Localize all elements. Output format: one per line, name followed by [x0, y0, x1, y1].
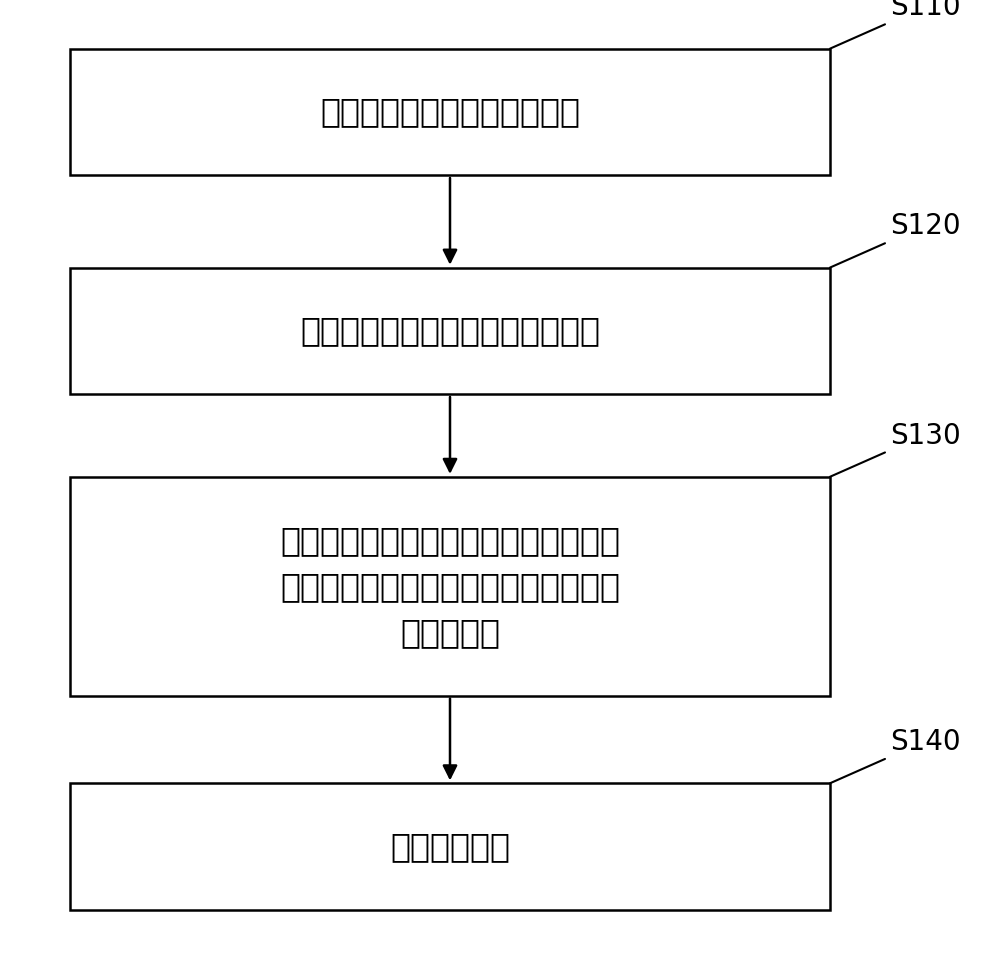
Text: S120: S120 — [890, 212, 961, 240]
Text: 保存解耦矩阵: 保存解耦矩阵 — [390, 830, 510, 863]
Text: 测试阵列各阵子的阵中方向图: 测试阵列各阵子的阵中方向图 — [320, 95, 580, 128]
Text: 构建理想阵列各阵子的阵中方向图: 构建理想阵列各阵子的阵中方向图 — [300, 314, 600, 347]
Text: S110: S110 — [890, 0, 961, 21]
Bar — [70, 268, 830, 394]
Bar — [70, 49, 830, 175]
Text: 利用测试得到的阵列各阵子的阵中方向
图与理想阵列各阵子的阵中方向图，计
算解耦矩阵: 利用测试得到的阵列各阵子的阵中方向 图与理想阵列各阵子的阵中方向图，计 算解耦矩… — [280, 523, 620, 649]
Bar — [70, 783, 830, 910]
Bar — [70, 477, 830, 696]
Text: S140: S140 — [890, 728, 961, 756]
Text: S130: S130 — [890, 421, 961, 450]
